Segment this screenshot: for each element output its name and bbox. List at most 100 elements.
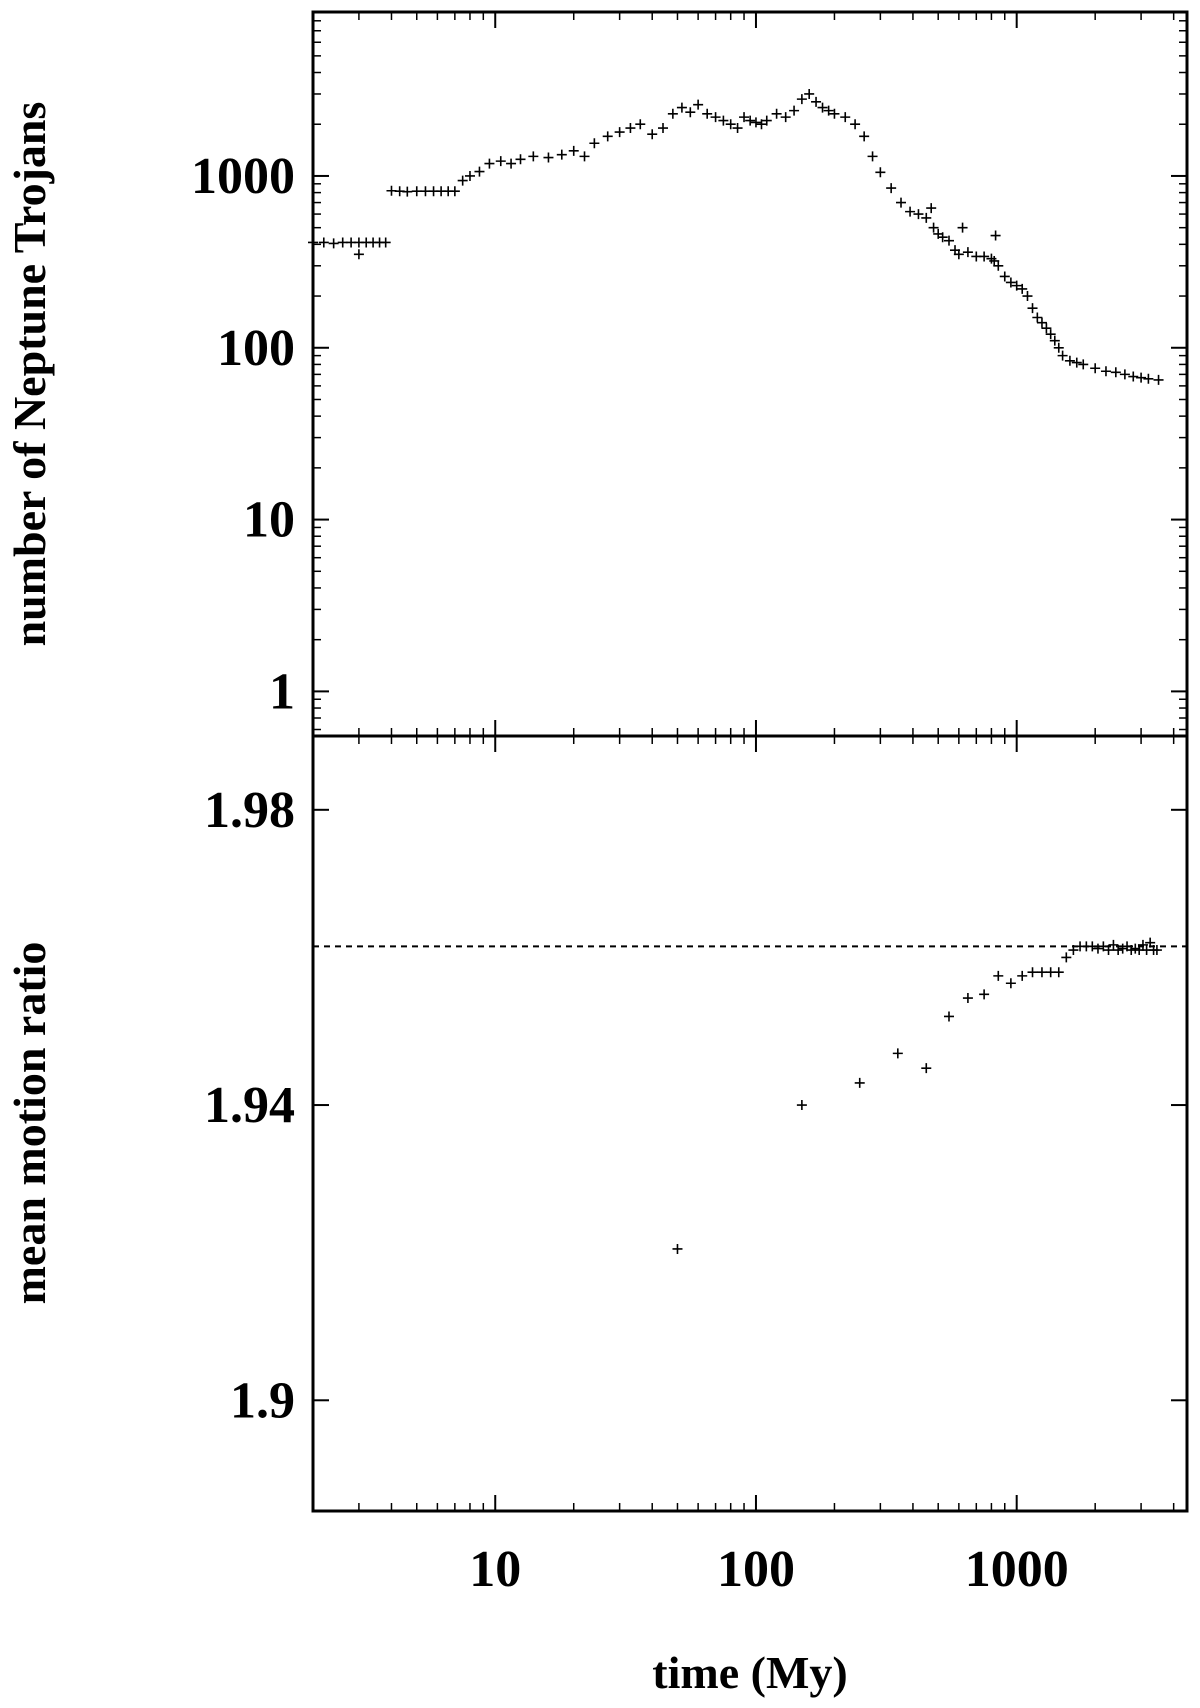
top-data-point xyxy=(823,105,834,116)
bottom-data-point xyxy=(921,1063,932,1074)
x-tick-label: 10 xyxy=(469,1541,521,1598)
top-data-point xyxy=(937,232,948,243)
x-axis-label: time (My) xyxy=(652,1647,847,1698)
top-data-point xyxy=(667,108,678,119)
top-y-axis-label: number of Neptune Trojans xyxy=(4,102,55,647)
top-data-point xyxy=(1017,283,1028,294)
bottom-data-point xyxy=(796,1100,807,1111)
top-data-point xyxy=(1136,372,1147,383)
top-data-point xyxy=(402,186,413,197)
bottom-panel: 1.9 1.94 1.98 10 100 1000 mean motion ratio t… xyxy=(4,734,1189,1698)
top-data-point xyxy=(928,222,939,233)
top-data-point xyxy=(625,123,636,134)
top-data-point xyxy=(1027,303,1038,314)
top-data-point xyxy=(1110,367,1121,378)
top-data-point xyxy=(718,115,729,126)
top-data-point xyxy=(817,102,828,113)
top-data-point xyxy=(886,183,897,194)
bottom-data-point xyxy=(1137,939,1148,950)
top-data-point xyxy=(556,149,567,160)
top-data-point xyxy=(1057,350,1068,361)
top-data-point xyxy=(1032,312,1043,323)
bottom-data-point xyxy=(993,970,1004,981)
top-data-point xyxy=(457,175,468,186)
bottom-data-point xyxy=(892,1048,903,1059)
top-data-point xyxy=(568,145,579,156)
top-data-point xyxy=(635,119,646,130)
bottom-y-tick-label: 1.94 xyxy=(204,1077,295,1134)
bottom-data-points xyxy=(672,937,1162,1254)
top-data-point xyxy=(702,108,713,119)
top-data-point xyxy=(484,158,495,169)
bottom-data-point xyxy=(1117,943,1128,954)
top-data-point xyxy=(999,271,1010,282)
top-data-point xyxy=(474,166,485,177)
bottom-plot-frame xyxy=(311,734,1189,1513)
top-data-point xyxy=(859,131,870,142)
bottom-data-point xyxy=(1098,941,1109,952)
bottom-data-point xyxy=(672,1243,683,1254)
top-data-point xyxy=(926,203,937,214)
top-data-point xyxy=(953,249,964,260)
top-data-point xyxy=(1022,291,1033,302)
top-data-point xyxy=(1005,277,1016,288)
bottom-tick-labels: 1.9 1.94 1.98 10 100 1000 xyxy=(204,782,1069,1598)
top-data-point xyxy=(318,237,329,248)
top-data-point xyxy=(804,88,815,99)
top-data-point xyxy=(353,249,364,260)
top-data-point xyxy=(990,230,1001,241)
top-y-tick-label: 100 xyxy=(217,320,295,377)
top-y-tick-label: 1000 xyxy=(191,148,295,205)
bottom-y-tick-label: 1.9 xyxy=(230,1372,295,1429)
top-data-point xyxy=(771,108,782,119)
top-data-point xyxy=(739,112,750,123)
bottom-data-point xyxy=(1087,941,1098,952)
top-data-point xyxy=(1064,355,1075,366)
top-data-point xyxy=(658,123,669,134)
top-data-point xyxy=(725,119,736,130)
top-data-point xyxy=(1053,342,1064,353)
bottom-data-point xyxy=(1108,939,1119,950)
top-data-point xyxy=(380,237,391,248)
top-data-point xyxy=(464,170,475,181)
top-data-point xyxy=(1100,366,1111,377)
top-data-point xyxy=(1128,371,1139,382)
bottom-data-point xyxy=(962,993,973,1004)
top-data-point xyxy=(710,112,721,123)
bottom-ticks xyxy=(313,736,1187,1511)
top-data-point xyxy=(614,127,625,138)
top-data-point xyxy=(943,235,954,246)
bottom-data-point xyxy=(1103,945,1114,956)
top-panel: 1 10 100 1000 number of Neptune Trojans xyxy=(4,10,1189,738)
top-data-point xyxy=(328,238,339,249)
top-data-point xyxy=(337,237,348,248)
top-data-point xyxy=(756,119,767,130)
bottom-data-point xyxy=(1061,952,1072,963)
top-data-point xyxy=(962,247,973,258)
top-data-point xyxy=(750,117,761,128)
top-y-tick-label: 1 xyxy=(269,663,295,720)
top-data-point xyxy=(528,151,539,162)
top-data-point xyxy=(693,99,704,110)
bottom-data-point xyxy=(1113,945,1124,956)
bottom-data-point xyxy=(1017,970,1028,981)
top-data-point xyxy=(789,105,800,116)
top-data-point xyxy=(867,151,878,162)
top-data-point xyxy=(579,151,590,162)
top-data-point xyxy=(896,197,907,208)
top-data-point xyxy=(850,119,861,130)
top-data-point xyxy=(449,186,460,197)
top-data-point xyxy=(515,154,526,165)
top-data-point xyxy=(840,112,851,123)
bottom-y-axis-label: mean motion ratio xyxy=(4,942,55,1305)
top-data-point xyxy=(676,102,687,113)
top-y-tick-label: 10 xyxy=(243,492,295,549)
top-data-point xyxy=(1049,335,1060,346)
top-data-point xyxy=(1011,280,1022,291)
top-data-points xyxy=(308,88,1164,385)
top-data-point xyxy=(495,156,506,167)
bottom-data-point xyxy=(854,1077,865,1088)
top-data-point xyxy=(543,152,554,163)
x-tick-label: 100 xyxy=(717,1541,795,1598)
